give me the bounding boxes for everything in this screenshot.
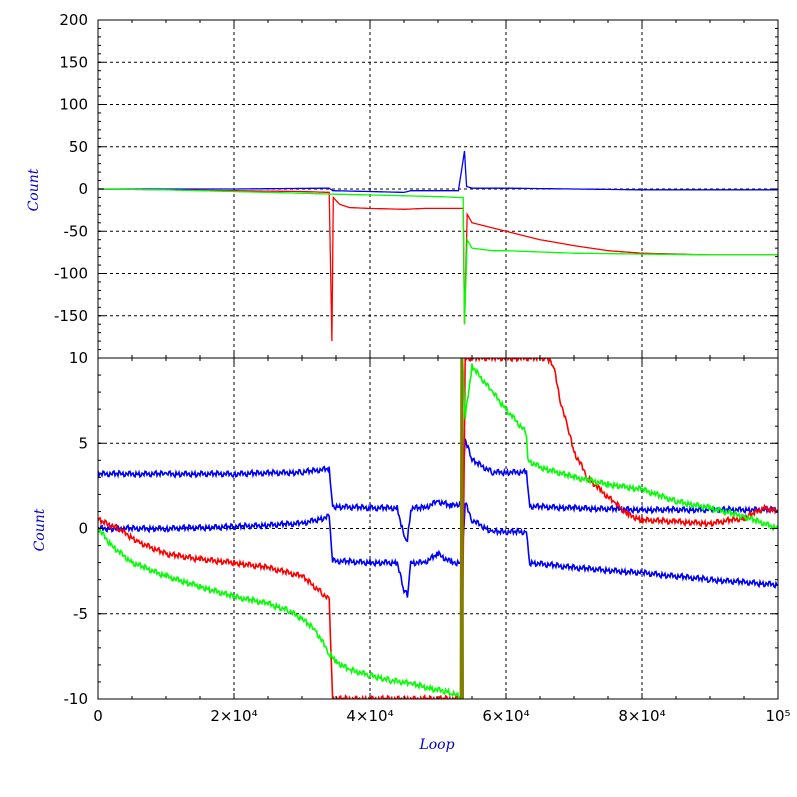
- bottom-series-line-3: [98, 358, 778, 699]
- bottom-y-axis-title: Count: [32, 508, 48, 551]
- x-tick-label: 4×10⁴: [346, 707, 393, 725]
- bottom-series-line-1: [98, 502, 778, 598]
- bottom-y-tick-label: -10: [64, 690, 89, 708]
- top-panel: -150 -100 -50 0 50 100 150 200 Count: [26, 11, 779, 359]
- x-tick-label: 2×10⁴: [210, 707, 257, 725]
- x-tick-label: 8×10⁴: [618, 707, 665, 725]
- top-y-tick-label: 100: [59, 96, 88, 114]
- bottom-axes: 0 2×10⁴ 4×10⁴ 6×10⁴ 8×10⁴ 10⁵ -10 -5 0 5 10: [64, 349, 791, 725]
- top-y-tick-label: 0: [78, 180, 88, 198]
- top-y-tick-label: -100: [54, 265, 88, 283]
- top-y-tick-label: -50: [64, 222, 89, 240]
- top-series-line-2: [98, 188, 778, 325]
- x-axis-title: Loop: [418, 737, 454, 753]
- top-series-line-0: [98, 150, 778, 194]
- bottom-y-tick-label: -5: [73, 605, 88, 623]
- top-y-tick-label: 150: [59, 53, 88, 71]
- top-grid: [98, 20, 778, 358]
- top-y-tick-label: 50: [69, 138, 88, 156]
- bottom-y-tick-label: 0: [78, 520, 88, 538]
- x-tick-label: 6×10⁴: [482, 707, 529, 725]
- bottom-series-line-0: [98, 438, 778, 543]
- top-y-tick-label: 200: [59, 11, 88, 29]
- bottom-series: [98, 358, 778, 699]
- top-y-tick-label: -150: [54, 307, 88, 325]
- x-tick-label: 10⁵: [765, 707, 790, 725]
- top-y-axis-title: Count: [26, 168, 42, 211]
- bottom-frame: [97, 357, 779, 700]
- x-tick-label: 0: [93, 707, 103, 725]
- bottom-y-tick-label: 10: [69, 349, 88, 367]
- bottom-series-line-4: [459, 358, 465, 699]
- top-series: [98, 150, 778, 342]
- bottom-series-line-2: [98, 358, 778, 699]
- bottom-y-tick-label: 5: [78, 434, 88, 452]
